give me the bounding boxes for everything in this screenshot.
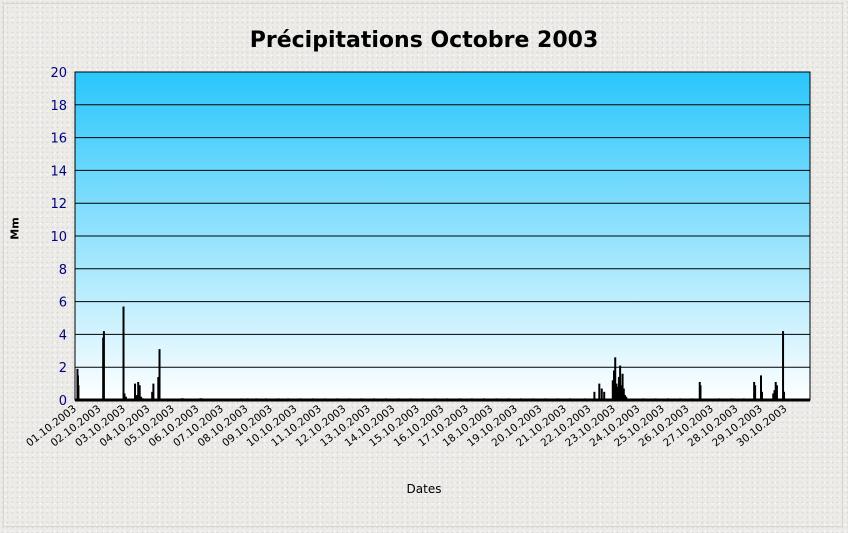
bar <box>622 388 625 400</box>
bar <box>124 396 127 400</box>
bar <box>158 349 161 400</box>
bar <box>102 331 105 400</box>
bar <box>615 383 618 400</box>
bar <box>593 391 596 400</box>
bar <box>138 385 141 400</box>
bar <box>760 375 762 400</box>
bar <box>157 377 160 400</box>
bar <box>123 393 126 400</box>
bar <box>598 383 601 400</box>
bar <box>621 373 624 400</box>
bar <box>611 380 614 400</box>
bar <box>625 396 628 400</box>
bar <box>772 393 775 400</box>
bar <box>619 365 622 400</box>
y-tick-label: 0 <box>59 394 67 409</box>
bar <box>624 395 627 400</box>
y-tick-label: 8 <box>59 263 67 278</box>
bar <box>699 385 702 400</box>
bar <box>774 381 777 400</box>
bar <box>140 396 143 400</box>
bar <box>613 370 615 400</box>
bar <box>760 391 763 400</box>
y-tick-label: 12 <box>50 197 67 212</box>
y-tick-label: 16 <box>50 132 67 147</box>
bar <box>134 383 137 400</box>
chart-frame <box>3 3 843 527</box>
bar <box>152 383 155 400</box>
y-tick-label: 2 <box>59 361 67 376</box>
bar <box>614 357 617 400</box>
bar <box>783 391 786 400</box>
bar <box>600 388 603 400</box>
bar <box>782 331 785 400</box>
bar <box>775 385 778 400</box>
bar <box>122 306 125 400</box>
bar <box>616 386 619 400</box>
bar <box>135 395 138 400</box>
y-tick-label: 6 <box>59 296 67 311</box>
bar <box>773 390 776 400</box>
y-tick-label: 4 <box>59 328 67 343</box>
bar <box>603 391 606 400</box>
y-tick-label: 20 <box>50 66 67 81</box>
bar <box>617 377 620 400</box>
bar <box>620 385 623 400</box>
chart-title: Précipitations Octobre 2003 <box>249 28 599 53</box>
bar <box>77 385 80 400</box>
y-tick-label: 14 <box>50 164 67 179</box>
y-tick-label: 18 <box>50 99 67 114</box>
bar <box>137 381 140 400</box>
bar <box>754 385 757 400</box>
bar <box>151 391 154 400</box>
x-axis-label: Dates <box>406 482 442 496</box>
y-tick-label: 10 <box>50 230 67 245</box>
